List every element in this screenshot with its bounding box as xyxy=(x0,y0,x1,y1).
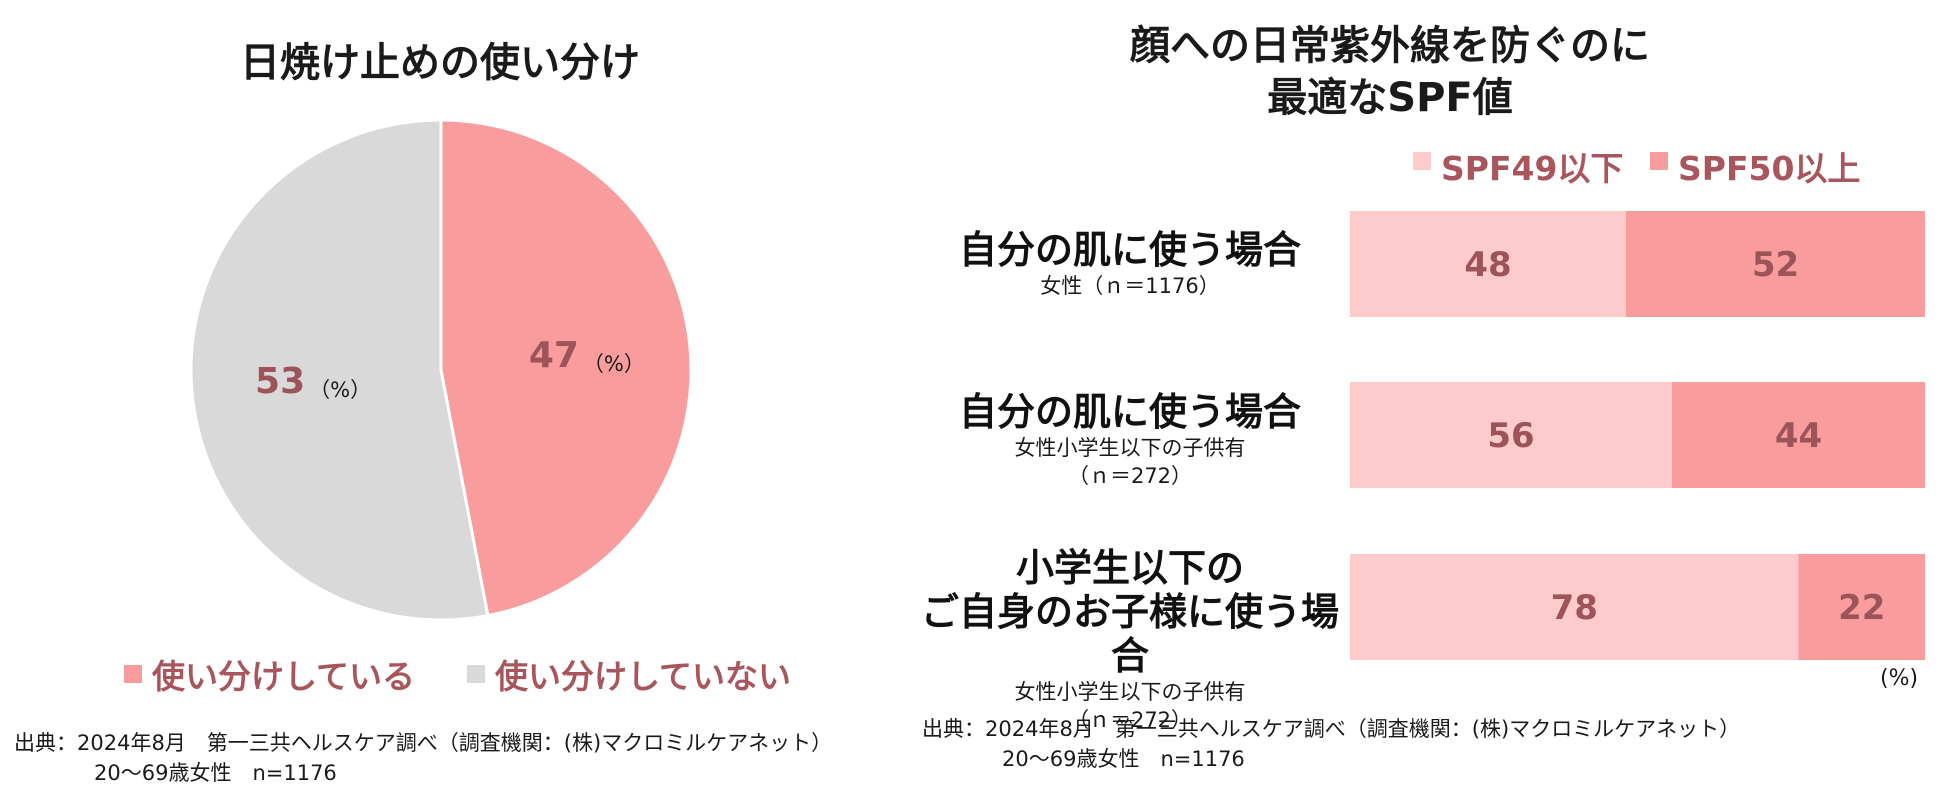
bar-row-0-seg-0 xyxy=(1350,211,1626,317)
bar-row-0-seg-1 xyxy=(1626,211,1925,317)
bar-title-line1: 顔への日常紫外線を防ぐのに xyxy=(1130,23,1650,69)
bar-legend-swatch-0 xyxy=(1413,152,1431,170)
bar-legend-label-1: SPF50以上 xyxy=(1678,149,1860,188)
bar-row-1-sub-1: 女性小学生以下の子供有 xyxy=(1014,436,1246,460)
bar-legend-swatch-1 xyxy=(1650,152,1668,170)
pie-value-label-0: 47 xyxy=(529,335,579,376)
bar-unit-label: (%) xyxy=(1880,666,1919,691)
bar-row-label-0: 自分の肌に使う場合 女性（ｎ＝1176） xyxy=(920,228,1340,300)
pie-legend: 使い分けしている 使い分けしていない xyxy=(124,650,791,698)
bar-row-label-1: 自分の肌に使う場合 女性小学生以下の子供有 （ｎ＝272） xyxy=(920,390,1340,490)
pie-slice-0 xyxy=(439,118,693,618)
bar-row-2-seg-1 xyxy=(1798,554,1925,660)
bar-row-2-value-0: 78 xyxy=(1551,588,1598,628)
bar-row-2-sub-2: （ｎ＝272） xyxy=(1067,708,1193,732)
bar-legend-label-0: SPF49以下 xyxy=(1441,149,1623,188)
bar-row-2-seg-0 xyxy=(1350,554,1799,660)
pie-pct-unit-0: （%） xyxy=(583,352,645,376)
legend-swatch-1 xyxy=(467,665,486,683)
bar-row-label-2: 小学生以下の ご自身のお子様に使う場合 女性小学生以下の子供有 （ｎ＝272） xyxy=(920,546,1340,734)
bar-title-line2: 最適なSPF値 xyxy=(1267,75,1513,121)
bar-source-line2: 20～69歳女性 n=1176 xyxy=(1002,747,1245,771)
pie-slice-1 xyxy=(189,118,490,622)
bar-row-1-title: 自分の肌に使う場合 xyxy=(958,390,1301,434)
bar-row-0-sub: 女性（ｎ＝1176） xyxy=(1040,274,1220,298)
bar-row-2-sub-1: 女性小学生以下の子供有 xyxy=(1014,680,1246,704)
bar-row-0-title: 自分の肌に使う場合 xyxy=(958,228,1301,272)
bar-row-0-value-0: 48 xyxy=(1464,245,1511,285)
bar-row-2-title-1: 小学生以下の xyxy=(1015,546,1244,590)
pie-source-line2: 20～69歳女性 n=1176 xyxy=(94,761,337,785)
bar-row-1-seg-0 xyxy=(1350,382,1672,488)
legend-label-0: 使い分けしている xyxy=(152,657,416,696)
bar-row-1-seg-1 xyxy=(1672,382,1925,488)
pie-source-note: 出典：2024年8月 第一三共ヘルスケア調べ（調査機関：(株)マクロミルケアネッ… xyxy=(14,728,832,788)
bar-row-2-value-1: 22 xyxy=(1838,588,1885,628)
bar-row-1-sub-2: （ｎ＝272） xyxy=(1067,464,1193,488)
bar-row-0-value-1: 52 xyxy=(1752,245,1799,285)
pie-chart: 47 （%）53 （%） xyxy=(189,118,693,622)
bar-row-1-value-1: 44 xyxy=(1775,416,1822,456)
pie-value-label-1: 53 xyxy=(255,361,305,402)
bar-source-line1: 出典：2024年8月 第一三共ヘルスケア調べ（調査機関：(株)マクロミルケアネッ… xyxy=(922,717,1741,741)
legend-label-1: 使い分けしていない xyxy=(495,657,792,696)
pie-chart-title: 日焼け止めの使い分け xyxy=(240,40,640,86)
legend-swatch-0 xyxy=(124,665,142,683)
pie-pct-unit-1: （%） xyxy=(309,378,371,402)
bar-source-note: 出典：2024年8月 第一三共ヘルスケア調べ（調査機関：(株)マクロミルケアネッ… xyxy=(922,714,1740,774)
bar-chart-title: 顔への日常紫外線を防ぐのに 最適なSPF値 xyxy=(1000,20,1780,124)
bar-row-2-title-2: ご自身のお子様に使う場合 xyxy=(920,590,1339,678)
pie-source-line1: 出典：2024年8月 第一三共ヘルスケア調べ（調査機関：(株)マクロミルケアネッ… xyxy=(14,731,833,755)
bar-row-1-value-0: 56 xyxy=(1487,416,1534,456)
